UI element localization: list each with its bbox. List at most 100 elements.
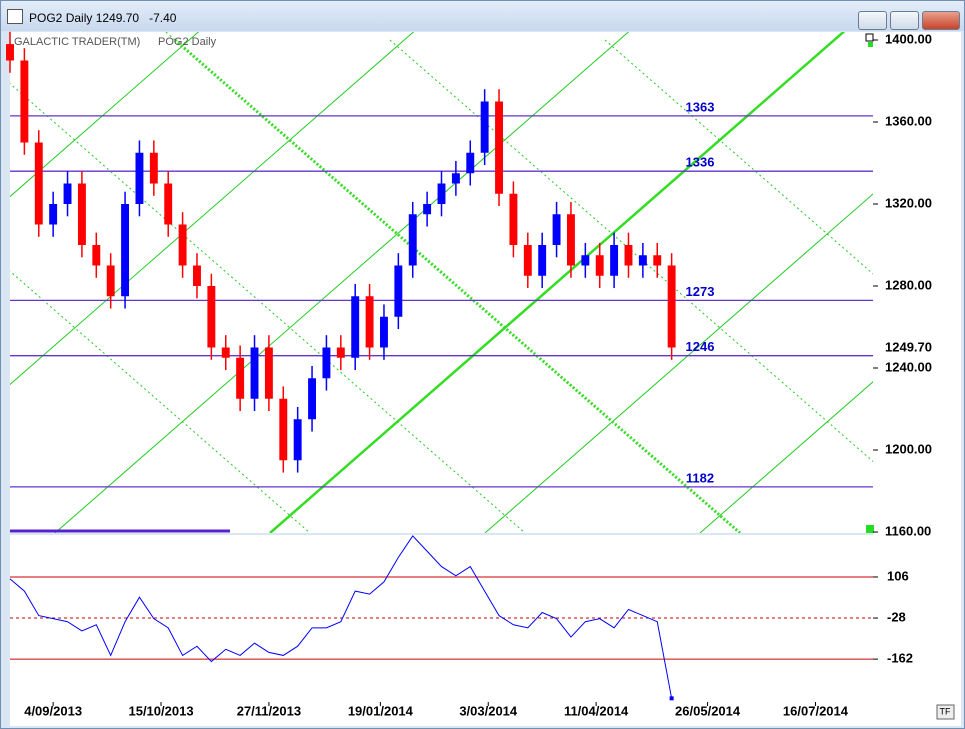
candle-body [106,265,115,297]
candle-body [207,286,216,348]
candle-body [149,152,158,184]
level-label: 1273 [686,284,715,299]
x-tick-label: 16/07/2014 [783,703,849,718]
candle-body [193,265,201,286]
gann-line [269,32,846,533]
gann-line [10,32,415,386]
candle-body [451,173,460,184]
window-icon[interactable] [7,9,23,24]
candle-body [653,255,662,266]
candle-body [322,347,331,379]
candle-body [552,214,561,245]
candle-body [351,296,360,358]
y-tick-label: 1280.00 [885,277,932,292]
candle-body [638,255,647,266]
y-tick-label: 1160.00 [885,523,931,538]
period: Daily [65,11,93,25]
candle-body [221,347,230,358]
candle-body [394,265,403,317]
y-tick-label: 1240.00 [885,359,932,374]
gann-line [10,32,200,198]
axis-panel [873,32,961,702]
candle-body [178,224,187,266]
candle-body [77,183,86,245]
x-tick-label: 11/04/2014 [564,703,629,718]
candle-body [365,296,374,348]
candle-body [423,204,432,215]
candle-body [380,316,388,348]
candle-body [279,398,288,461]
minimize-button[interactable] [858,11,887,30]
candle-body [135,152,144,204]
candle-body [509,193,518,245]
x-tick-label: 3/03/2014 [459,703,518,718]
y-tick-label: -28 [887,609,906,624]
change: -7.40 [149,11,177,25]
x-tick-label: 26/05/2014 [675,703,741,718]
last-price-label: 1249.70 [885,340,932,355]
close-button[interactable] [922,11,960,30]
candle-body [624,245,633,266]
candle-body [480,101,489,153]
candle-body [308,378,317,420]
chart-subtitle: POG2 Daily [158,36,217,48]
candle-body [49,204,58,225]
candle-body [538,245,547,276]
candle-body [92,245,101,266]
y-tick-label: 1360.00 [885,113,932,128]
candle-body [6,44,14,61]
candle-body [595,255,604,276]
last-point [669,696,674,701]
level-label: 1182 [686,470,714,485]
chart-title: GALACTIC TRADER(TM) [14,36,140,48]
gann-line [484,193,873,533]
y-tick-label: -162 [887,651,913,666]
maximize-button[interactable] [890,11,919,30]
tf-label: TF [940,706,951,716]
last-price: 1249.70 [95,11,140,25]
oscillator-line [9,535,673,699]
x-tick-label: 27/11/2013 [237,703,301,718]
date-panel [10,702,961,726]
candle-body [20,60,29,143]
price-panel [10,32,873,533]
gann-line [699,381,873,533]
symbol: POG2 [29,11,63,25]
candle-body [293,419,302,461]
level-label: 1336 [686,155,715,170]
marker [866,525,874,533]
candle-body [63,183,72,204]
level-label: 1363 [686,99,715,114]
candle-body [523,245,532,276]
symbol: POG2 [158,36,189,48]
candle-body [34,142,43,225]
gann-line [174,38,741,533]
marker [865,33,874,42]
last-price-box [877,340,961,357]
y-tick-label: 1200.00 [885,441,932,456]
candle-body [466,152,475,174]
candle-body [408,214,417,266]
y-tick-label: 1320.00 [885,195,932,210]
period: Daily [192,36,217,48]
candle-body [610,245,619,276]
candle-body [495,101,503,194]
candle-body [336,347,345,358]
candle-body [437,183,446,204]
x-tick-label: 4/09/2013 [24,703,82,718]
window-title: POG2 Daily 1249.70 -7.40 [29,11,176,25]
x-tick-label: 15/10/2013 [128,703,193,718]
candle-body [667,265,676,348]
candle-body [121,204,130,297]
tf-button[interactable] [936,704,955,720]
marker [868,42,873,47]
candle-body [164,183,173,225]
x-tick-label: 19/01/2014 [348,703,414,718]
candle-body [581,255,590,266]
gann-lines [10,32,873,533]
candle-body [566,214,575,266]
candle-body [250,347,259,399]
title-bar: POG2 Daily 1249.70 -7.40 [1,1,964,31]
candle-body [264,347,273,399]
